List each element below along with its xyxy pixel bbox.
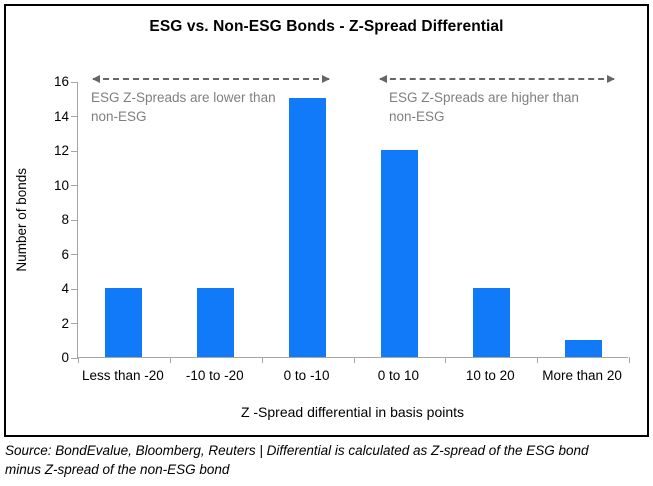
x-axis-tick: [353, 357, 355, 363]
annotation-lower-spreads: ESG Z-Spreads are lower than non-ESG: [91, 88, 331, 126]
y-axis-tick-label: 8: [61, 212, 69, 227]
y-axis-tick: [71, 81, 78, 83]
x-axis-tick: [536, 357, 538, 363]
y-axis-tick-label: 6: [61, 246, 69, 262]
bar-less-than--20: [105, 288, 143, 357]
y-axis-tick-label: 12: [53, 143, 69, 158]
y-axis-tick-label: 4: [61, 281, 69, 296]
bar-0-to-10: [380, 150, 418, 357]
arrowhead-left-icon: [92, 75, 100, 83]
annotation-line: non-ESG: [389, 109, 445, 124]
arrowhead-left-icon: [379, 75, 387, 83]
y-axis-tick-label: 0: [61, 350, 69, 365]
y-axis-tick-label: 14: [53, 108, 69, 124]
chart-title: ESG vs. Non-ESG Bonds - Z-Spread Differe…: [149, 18, 504, 35]
arrowhead-right-icon: [322, 75, 330, 83]
annotation-line: ESG Z-Spreads are higher than: [389, 90, 579, 105]
x-axis-tick: [628, 357, 630, 363]
x-axis-category-label: 0 to -10: [283, 368, 330, 383]
y-axis-tick-label: 10: [53, 177, 69, 193]
y-axis-tick: [71, 357, 78, 359]
left-range-arrow: [92, 75, 330, 83]
right-range-arrow: [379, 75, 615, 83]
x-axis-category-label: More than 20: [542, 368, 622, 383]
x-axis-tick: [77, 357, 79, 363]
y-axis-tick: [71, 323, 78, 324]
source-note: Source: BondEvalue, Bloomberg, Reuters |…: [5, 441, 649, 479]
chart-frame: ESG vs. Non-ESG Bonds - Z-Spread Differe…: [4, 4, 649, 437]
bar-10-to-20: [472, 288, 510, 357]
x-axis-category-label: Less than -20: [82, 368, 164, 383]
annotation-higher-spreads: ESG Z-Spreads are higher than non-ESG: [389, 88, 629, 126]
y-axis-tick: [71, 116, 78, 117]
x-axis-category-label: 10 to 20: [465, 368, 515, 383]
source-note-line2: minus Z-spread of the non-ESG bond: [5, 462, 230, 477]
x-axis-tick-labels: Less than -20 -10 to -20 0 to -10 0 to 10 10…: [77, 366, 628, 408]
y-axis-tick: [71, 185, 78, 186]
y-axis-tick-label: 16: [53, 74, 69, 89]
x-axis-category-label: 0 to 10: [377, 368, 420, 383]
bar-more-than-20: [564, 339, 602, 357]
y-axis-title: Number of bonds: [13, 168, 29, 272]
y-axis-title-wrap: Number of bonds: [10, 82, 32, 358]
y-axis-tick: [71, 219, 78, 221]
x-axis-tick: [261, 357, 263, 363]
y-axis-tick: [71, 254, 78, 255]
y-axis-tick: [71, 150, 78, 152]
x-axis-tick: [169, 357, 171, 363]
source-note-line1: Source: BondEvalue, Bloomberg, Reuters |…: [5, 443, 589, 458]
bar--10-to--20: [197, 288, 235, 357]
annotation-line: non-ESG: [91, 109, 147, 124]
x-axis-title: Z -Spread differential in basis points: [240, 404, 465, 420]
y-axis-tick: [71, 288, 78, 290]
annotation-line: ESG Z-Spreads are lower than: [91, 90, 276, 105]
plot-area: [71, 81, 630, 363]
bar-0-to--10: [289, 98, 327, 357]
x-axis-tick: [444, 357, 446, 363]
y-axis-tick-labels: 0 2 4 6 8 10 12 14 16: [33, 74, 69, 365]
x-axis-category-label: -10 to -20: [185, 368, 244, 383]
arrowhead-right-icon: [607, 75, 615, 83]
y-axis-tick-label: 2: [61, 315, 69, 331]
